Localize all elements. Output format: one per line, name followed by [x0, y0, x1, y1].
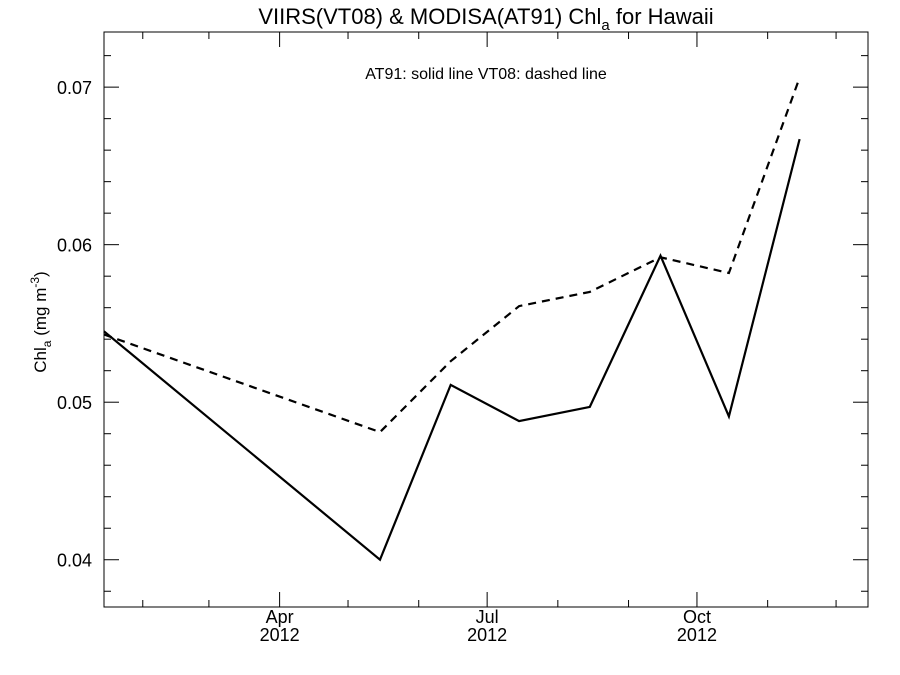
x-tick-year-label: 2012	[677, 625, 717, 645]
line-style-legend: AT91: solid line VT08: dashed line	[365, 66, 607, 83]
y-axis-label-superscript: -3	[28, 277, 42, 288]
chart-title-main: VIIRS(VT08) & MODISA(AT91) Chl	[258, 4, 601, 29]
x-tick-month-label: Oct	[683, 607, 711, 627]
x-tick-year-label: 2012	[260, 625, 300, 645]
series-lines	[103, 77, 801, 562]
y-tick-label: 0.06	[57, 236, 92, 256]
series-line-at91	[103, 138, 801, 562]
y-axis-label-mid: (mg m	[31, 288, 50, 341]
chart-title-suffix: for Hawaii	[610, 4, 714, 29]
y-axis-label-post: )	[31, 271, 50, 277]
axis-ticks	[104, 32, 868, 607]
chart-title-subscript: a	[601, 17, 610, 34]
y-axis-label-subscript: a	[40, 340, 54, 347]
chart-title: VIIRS(VT08) & MODISA(AT91) Chla for Hawa…	[258, 4, 713, 34]
y-axis-label: Chla (mg m-3)	[28, 271, 54, 372]
y-tick-label: 0.05	[57, 393, 92, 413]
y-tick-label: 0.04	[57, 551, 92, 571]
plot-frame	[103, 31, 869, 608]
y-axis-label-pre: Chl	[31, 347, 50, 373]
x-tick-month-label: Apr	[266, 607, 294, 627]
x-tick-year-label: 2012	[467, 625, 507, 645]
y-tick-label: 0.07	[57, 78, 92, 98]
x-tick-month-label: Jul	[476, 607, 499, 627]
series-line-vt08	[103, 77, 801, 434]
